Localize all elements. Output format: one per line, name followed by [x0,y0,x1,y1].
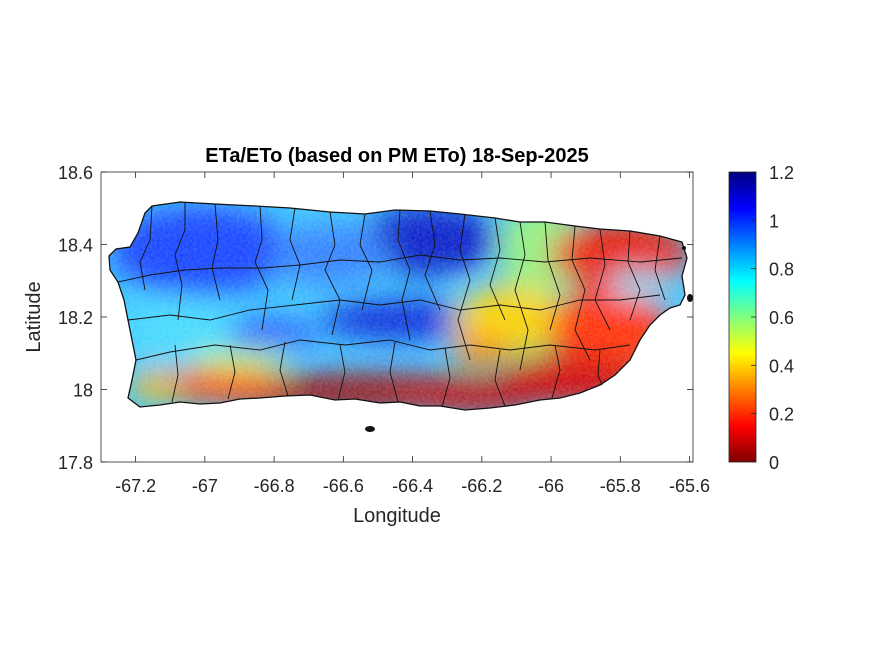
x-tick-label: -66.4 [392,476,433,496]
colorbar-tick-label: 0 [769,453,779,473]
y-tick-label: 18.2 [58,308,93,328]
y-tick-label: 17.8 [58,453,93,473]
y-tick-label: 18.4 [58,236,93,256]
x-tick-label: -65.6 [669,476,710,496]
x-tick-label: -66.6 [323,476,364,496]
x-tick-label: -66.2 [461,476,502,496]
colorbar-tick-label: 1.2 [769,163,794,183]
x-tick-label: -67 [192,476,218,496]
colorbar-tick-label: 0.2 [769,405,794,425]
colorbar-tick-label: 0.4 [769,356,794,376]
x-tick-label: -66 [538,476,564,496]
x-axis-label: Longitude [353,505,441,527]
y-tick-label: 18 [73,381,93,401]
boundaries [108,201,688,411]
x-tick-label: -66.8 [254,476,295,496]
x-tick-label: -65.8 [600,476,641,496]
islets [365,246,693,432]
chart-title: ETa/ETo (based on PM ETo) 18-Sep-2025 [205,145,588,167]
colorbar-tick-label: 0.6 [769,308,794,328]
x-ticks: -67.2 -67 -66.8 -66.6 -66.4 -66.2 -66 -65.8 -65.… [115,172,710,496]
colorbar-tick-label: 0.8 [769,260,794,280]
y-ticks: 17.8 18 18.2 18.4 18.6 [58,163,693,473]
y-axis-label: Latitude [23,281,45,352]
colorbar-ticks: 0 0.2 0.4 0.6 0.8 1 1.2 [751,163,794,473]
x-tick-label: -67.2 [115,476,156,496]
colorbar-tick-label: 1 [769,211,779,231]
y-tick-label: 18.6 [58,163,93,183]
